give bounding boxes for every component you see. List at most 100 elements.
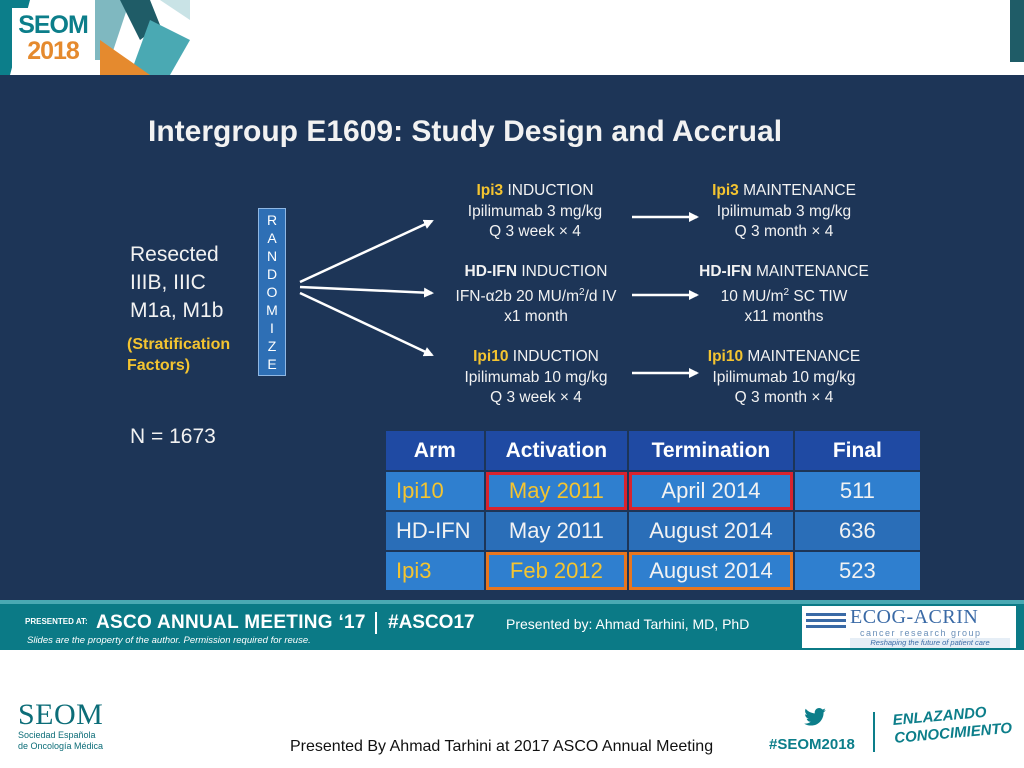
arm-name: HD-IFN bbox=[464, 263, 518, 280]
sample-size: N = 1673 bbox=[130, 425, 216, 448]
ipi3-induction-block: Ipi3 INDUCTION Ipilimumab 3 mg/kg Q 3 we… bbox=[440, 181, 630, 243]
arm-schedule: Q 3 month × 4 bbox=[734, 389, 834, 406]
arm-phase: INDUCTION bbox=[503, 182, 594, 199]
dose-text: SC TIW bbox=[789, 287, 848, 305]
flow-arrows bbox=[299, 212, 699, 378]
arm-name: Ipi10 bbox=[473, 348, 509, 365]
arm-phase: MAINTENANCE bbox=[743, 348, 861, 365]
arm-heading: Ipi3 INDUCTION bbox=[440, 181, 630, 202]
ecog-bars-icon bbox=[806, 613, 846, 631]
arm-phase: MAINTENANCE bbox=[751, 263, 869, 280]
presented-by-caption: Presented By Ahmad Tarhini at 2017 ASCO … bbox=[290, 738, 714, 755]
footer-stripe bbox=[0, 600, 1024, 604]
table-header: Final bbox=[792, 429, 923, 472]
slide-panel: Intergroup E1609: Study Design and Accru… bbox=[0, 75, 1024, 600]
meeting-name: ASCO ANNUAL MEETING ‘17 bbox=[96, 612, 366, 633]
arrow-to-ipi10-induction bbox=[299, 291, 434, 357]
header-banner: SEOM 2018 bbox=[0, 0, 1024, 75]
table-cell: 523 bbox=[792, 550, 923, 592]
dose-superscript: 2 bbox=[783, 286, 790, 298]
slide-title: Intergroup E1609: Study Design and Accru… bbox=[148, 115, 783, 148]
bottom-divider bbox=[873, 712, 875, 752]
table-header: Arm bbox=[384, 429, 486, 472]
randomize-letter: O bbox=[266, 284, 278, 300]
footer-divider bbox=[375, 612, 377, 634]
decorative-banner-art bbox=[0, 0, 190, 75]
arm-heading: Ipi10 INDUCTION bbox=[440, 347, 632, 368]
arm-dose: Ipilimumab 10 mg/kg bbox=[712, 368, 856, 386]
presented-at-label: PRESENTED AT: bbox=[25, 617, 88, 626]
arm-dose: Ipilimumab 3 mg/kg bbox=[716, 202, 852, 220]
arm-name: HD-IFN bbox=[699, 263, 752, 280]
presented-by-text: Presented by: Ahmad Tarhini, MD, PhD bbox=[506, 616, 750, 632]
header-edge-stripe bbox=[1010, 0, 1024, 62]
table-cell: August 2014 bbox=[627, 550, 795, 592]
table-header-row: Arm Activation Termination Final bbox=[384, 429, 923, 472]
arm-dose: Ipilimumab 10 mg/kg bbox=[464, 368, 608, 386]
stratification-line: (Stratification bbox=[127, 336, 231, 353]
randomize-letter: A bbox=[267, 230, 277, 246]
ecog-acrin-logo: ECOG-ACRIN cancer research group Reshapi… bbox=[802, 606, 1016, 648]
arm-heading: HD-IFN INDUCTION bbox=[436, 262, 636, 283]
population-line: Resected bbox=[130, 243, 219, 266]
table-cell: Ipi10 bbox=[384, 470, 486, 512]
population-line: M1a, M1b bbox=[130, 299, 224, 322]
reuse-note: Slides are the property of the author. P… bbox=[27, 635, 311, 646]
table-row: HD-IFN May 2011 August 2014 636 bbox=[384, 510, 923, 552]
table-cell: May 2011 bbox=[483, 470, 630, 512]
randomize-letter: M bbox=[266, 302, 278, 318]
seom-2018-logo: SEOM 2018 bbox=[12, 8, 94, 70]
logo-year-text: 2018 bbox=[27, 37, 80, 65]
slogan: ENLAZANDO CONOCIMIENTO bbox=[892, 702, 1013, 748]
twitter-icon bbox=[804, 708, 826, 726]
randomize-letter: N bbox=[266, 248, 278, 264]
ecog-subtitle: cancer research group bbox=[860, 628, 982, 638]
arm-phase: INDUCTION bbox=[508, 348, 599, 365]
logo-seom-text: SEOM bbox=[18, 11, 89, 39]
asco-hashtag: #ASCO17 bbox=[388, 612, 475, 633]
seom-logo: SEOM Sociedad Española de Oncología Médi… bbox=[18, 700, 128, 752]
table-cell: 636 bbox=[792, 510, 923, 552]
arm-dose: Ipilimumab 3 mg/kg bbox=[467, 202, 603, 220]
table-cell: Feb 2012 bbox=[483, 550, 630, 592]
randomize-letter: R bbox=[266, 212, 278, 228]
seom-hashtag: #SEOM2018 bbox=[769, 736, 855, 753]
seom-logo-text: SEOM bbox=[18, 698, 104, 731]
hdifn-induction-block: HD-IFN INDUCTION IFN-α2b 20 MU/m2/d IV x… bbox=[436, 262, 636, 328]
arm-schedule: Q 3 week × 4 bbox=[489, 223, 581, 240]
table-header: Activation bbox=[483, 429, 630, 472]
hdifn-maintenance-block: HD-IFN MAINTENANCE 10 MU/m2 SC TIW x11 m… bbox=[686, 262, 882, 328]
stratification-line: Factors) bbox=[127, 357, 191, 374]
arm-schedule: Q 3 week × 4 bbox=[490, 389, 582, 406]
arm-name: Ipi3 bbox=[476, 182, 504, 199]
table-row: Ipi3 Feb 2012 August 2014 523 bbox=[384, 550, 923, 592]
dose-text: /d IV bbox=[584, 287, 617, 305]
randomize-bar: R A N D O M I Z E bbox=[258, 208, 286, 376]
arm-heading: HD-IFN MAINTENANCE bbox=[686, 262, 882, 283]
dose-text: IFN-α2b 20 MU/m bbox=[455, 287, 580, 305]
ecog-tagline: Reshaping the future of patient care bbox=[850, 638, 1010, 648]
seom-logo-line: de Oncología Médica bbox=[18, 741, 104, 751]
population-text: Resected IIIB, IIIC M1a, M1b bbox=[130, 241, 223, 325]
arm-schedule: Q 3 month × 4 bbox=[734, 223, 834, 240]
dose-text: 10 MU/m bbox=[720, 287, 784, 305]
table-row: Ipi10 May 2011 April 2014 511 bbox=[384, 470, 923, 512]
table-cell: HD-IFN bbox=[384, 510, 486, 552]
population-line: IIIB, IIIC bbox=[130, 271, 206, 294]
seom-logo-line: Sociedad Española bbox=[18, 730, 96, 740]
randomize-letter: Z bbox=[267, 338, 277, 354]
randomize-letter: I bbox=[270, 320, 274, 336]
table-cell: May 2011 bbox=[483, 510, 630, 552]
asco-footer-bar: PRESENTED AT: ASCO ANNUAL MEETING ‘17 #A… bbox=[0, 600, 1024, 650]
arm-heading: Ipi3 MAINTENANCE bbox=[688, 181, 880, 202]
arm-dose: IFN-α2b 20 MU/m2/d IV bbox=[436, 283, 636, 308]
ipi10-induction-block: Ipi10 INDUCTION Ipilimumab 10 mg/kg Q 3 … bbox=[440, 347, 632, 409]
table-cell: 511 bbox=[792, 470, 923, 512]
ipi3-maintenance-block: Ipi3 MAINTENANCE Ipilimumab 3 mg/kg Q 3 … bbox=[688, 181, 880, 243]
randomize-letter: E bbox=[267, 356, 277, 372]
dose-superscript: 2 bbox=[579, 286, 585, 298]
randomize-letter: D bbox=[266, 266, 278, 282]
arrow-to-ipi3-induction bbox=[299, 219, 434, 284]
arm-name: Ipi10 bbox=[707, 348, 744, 365]
